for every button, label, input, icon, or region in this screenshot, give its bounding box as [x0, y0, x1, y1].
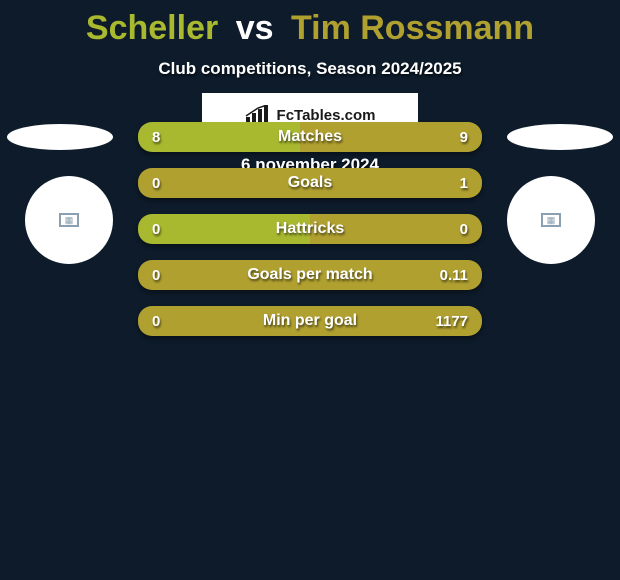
- avatar-circle-right: ▦: [507, 176, 595, 264]
- stat-row: 0 Hattricks 0: [138, 214, 482, 244]
- stat-value-left: 0: [152, 175, 160, 192]
- stat-row: 0 Min per goal 1177: [138, 306, 482, 336]
- title-left: Scheller: [86, 9, 218, 47]
- stat-label: Matches: [278, 128, 342, 146]
- stat-value-right: 1177: [435, 313, 468, 330]
- stat-label: Hattricks: [276, 220, 344, 238]
- title-right: Tim Rossmann: [291, 9, 534, 47]
- stats-bars: 8 Matches 9 0 Goals 1 0 Hattricks 0 0 Goals per ma…: [138, 122, 482, 352]
- avatar-ellipse-right: [507, 124, 613, 150]
- stat-value-left: 0: [152, 267, 160, 284]
- subtitle: Club competitions, Season 2024/2025: [0, 59, 620, 79]
- stat-label: Goals per match: [247, 266, 372, 284]
- stat-row: 8 Matches 9: [138, 122, 482, 152]
- stat-label: Min per goal: [263, 312, 357, 330]
- stat-row: 0 Goals 1: [138, 168, 482, 198]
- stat-value-right: 0: [460, 221, 468, 238]
- stat-row: 0 Goals per match 0.11: [138, 260, 482, 290]
- avatar-circle-left: ▦: [25, 176, 113, 264]
- page-title: Scheller vs Tim Rossmann: [0, 0, 620, 47]
- stat-value-right: 1: [460, 175, 468, 192]
- stat-value-left: 0: [152, 221, 160, 238]
- title-vs: vs: [236, 9, 274, 47]
- avatar-ellipse-left: [7, 124, 113, 150]
- stat-value-right: 9: [460, 129, 468, 146]
- stat-value-left: 0: [152, 313, 160, 330]
- placeholder-image-icon: ▦: [59, 213, 79, 227]
- stat-value-left: 8: [152, 129, 160, 146]
- placeholder-image-icon: ▦: [541, 213, 561, 227]
- stat-value-right: 0.11: [440, 267, 468, 284]
- bar-fill-left: [138, 122, 300, 152]
- stat-label: Goals: [288, 174, 332, 192]
